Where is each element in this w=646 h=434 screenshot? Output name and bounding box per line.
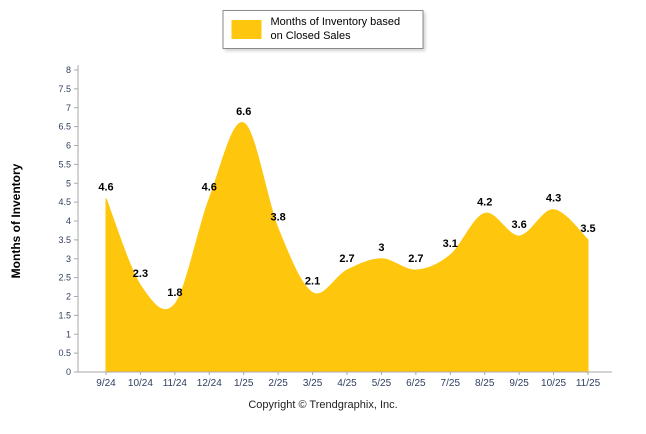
svg-text:11/24: 11/24 xyxy=(163,378,188,389)
svg-text:1.8: 1.8 xyxy=(167,287,182,299)
svg-text:2.3: 2.3 xyxy=(133,268,148,280)
svg-text:3: 3 xyxy=(66,254,71,264)
svg-text:4.6: 4.6 xyxy=(202,181,217,193)
legend-label: Months of Inventory based on Closed Sale… xyxy=(270,16,401,43)
legend-swatch xyxy=(231,19,262,39)
svg-text:0: 0 xyxy=(66,367,71,377)
area-series xyxy=(105,122,589,373)
svg-text:6/25: 6/25 xyxy=(406,378,426,389)
svg-text:3.1: 3.1 xyxy=(443,238,458,250)
svg-text:12/24: 12/24 xyxy=(197,378,222,389)
data-labels: 4.6 2.3 1.8 4.6 6.6 3.8 2.1 2.7 3 2.7 3.1 4.2 3.6 4.3… xyxy=(98,106,595,299)
copyright-text: Copyright © Trendgraphix, Inc. xyxy=(248,399,398,411)
svg-text:6: 6 xyxy=(66,141,71,151)
svg-text:3.5: 3.5 xyxy=(580,223,595,235)
svg-text:2: 2 xyxy=(66,292,71,302)
x-axis-tick-labels: 9/24 10/24 11/24 12/24 1/25 2/25 3/25 4/25 5/25 6… xyxy=(96,372,601,389)
svg-text:3.5: 3.5 xyxy=(58,235,71,245)
svg-text:7/25: 7/25 xyxy=(441,378,461,389)
svg-text:10/24: 10/24 xyxy=(128,378,153,389)
svg-text:8/25: 8/25 xyxy=(475,378,495,389)
svg-text:4/25: 4/25 xyxy=(337,378,357,389)
svg-text:1: 1 xyxy=(66,329,71,339)
y-axis-tick-labels: 0 0.5 1 1.5 2 2.5 3 3.5 4 4.5 5 5.5 6 6.5 7 7.5 8 xyxy=(58,65,78,377)
svg-text:1/25: 1/25 xyxy=(234,378,254,389)
svg-text:3.8: 3.8 xyxy=(270,212,285,224)
svg-text:9/25: 9/25 xyxy=(509,378,529,389)
axes xyxy=(77,65,612,373)
svg-text:4: 4 xyxy=(66,216,71,226)
svg-text:2.7: 2.7 xyxy=(408,253,423,265)
svg-text:2/25: 2/25 xyxy=(268,378,288,389)
svg-text:4.3: 4.3 xyxy=(546,193,561,205)
svg-text:2.7: 2.7 xyxy=(339,253,354,265)
svg-text:0.5: 0.5 xyxy=(58,348,71,358)
svg-text:10/25: 10/25 xyxy=(541,378,566,389)
svg-text:6.6: 6.6 xyxy=(236,106,251,118)
svg-text:2.1: 2.1 xyxy=(305,276,320,288)
svg-text:3.6: 3.6 xyxy=(511,219,526,231)
svg-text:4.2: 4.2 xyxy=(477,196,492,208)
svg-text:7: 7 xyxy=(66,103,71,113)
svg-text:5: 5 xyxy=(66,178,71,188)
svg-text:2.5: 2.5 xyxy=(58,273,71,283)
svg-text:4.5: 4.5 xyxy=(58,197,71,207)
svg-text:11/25: 11/25 xyxy=(576,378,601,389)
svg-text:5.5: 5.5 xyxy=(58,159,71,169)
svg-text:6.5: 6.5 xyxy=(58,122,71,132)
svg-text:5/25: 5/25 xyxy=(372,378,392,389)
svg-text:4.6: 4.6 xyxy=(98,181,113,193)
svg-text:9/24: 9/24 xyxy=(96,378,116,389)
svg-text:3: 3 xyxy=(378,242,384,254)
svg-text:3/25: 3/25 xyxy=(303,378,323,389)
chart-legend: Months of Inventory based on Closed Sale… xyxy=(222,10,424,49)
svg-text:7.5: 7.5 xyxy=(58,84,71,94)
svg-text:1.5: 1.5 xyxy=(58,310,71,320)
svg-text:8: 8 xyxy=(66,65,71,75)
